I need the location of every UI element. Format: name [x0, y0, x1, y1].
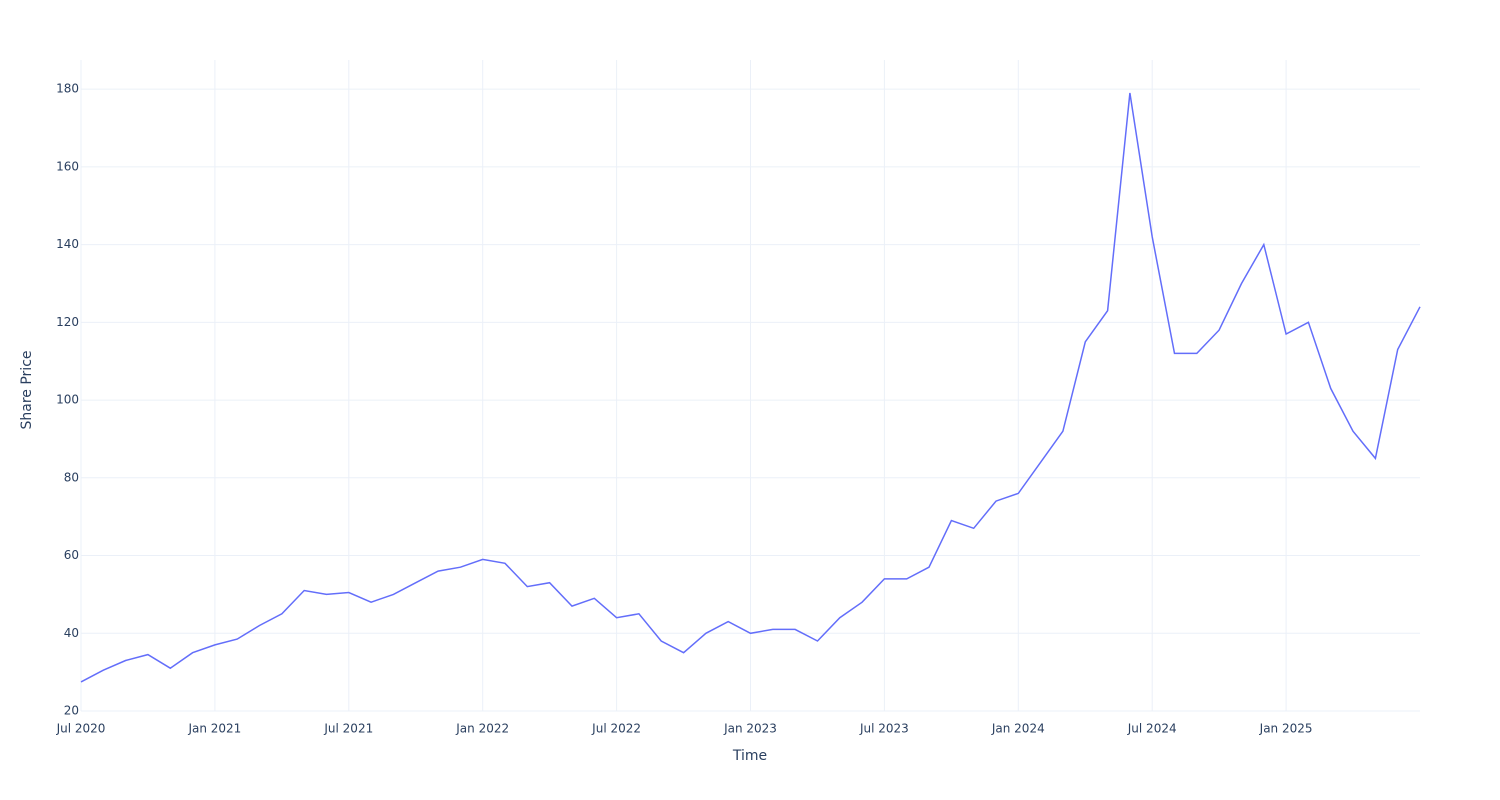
price-line [80, 92, 1421, 683]
x-tick-label: Jan 2023 [723, 722, 777, 736]
x-tick-label: Jul 2020 [56, 722, 106, 736]
x-tick-label: Jan 2025 [1259, 722, 1313, 736]
x-tick-label: Jul 2022 [591, 722, 641, 736]
y-tick-label: 160 [56, 159, 79, 173]
y-axis-title: Share Price [19, 350, 35, 429]
x-tick-label: Jul 2024 [1127, 722, 1177, 736]
y-tick-label: 80 [64, 470, 79, 484]
y-tick-label: 60 [64, 548, 79, 562]
y-tick-label: 20 [64, 704, 79, 718]
x-axis-title: Time [732, 748, 767, 764]
x-tick-label: Jan 2024 [991, 722, 1045, 736]
y-tick-label: 180 [56, 82, 79, 96]
x-tick-label: Jul 2023 [859, 722, 909, 736]
grid [80, 60, 1420, 712]
x-tick-label: Jul 2021 [323, 722, 373, 736]
y-tick-label: 120 [56, 315, 79, 329]
x-tick-label: Jan 2021 [187, 722, 241, 736]
y-tick-label: 140 [56, 237, 79, 251]
x-tick-label: Jan 2022 [455, 722, 509, 736]
y-tick-label: 40 [64, 626, 79, 640]
y-tick-label: 100 [56, 393, 79, 407]
